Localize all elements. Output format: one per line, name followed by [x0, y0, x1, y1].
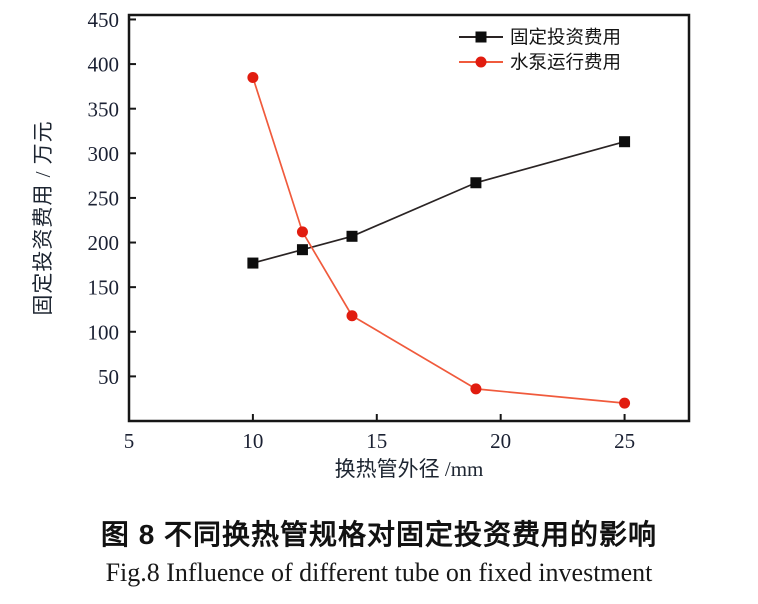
y-tick-label: 300	[88, 142, 120, 166]
data-point-marker	[475, 31, 487, 43]
y-tick-label: 450	[88, 8, 120, 32]
y-tick-label: 250	[88, 186, 120, 210]
data-point-marker	[475, 56, 487, 68]
data-point-marker	[470, 177, 482, 189]
data-point-marker	[296, 244, 308, 256]
plot-border	[127, 13, 691, 423]
x-tick-label: 5	[124, 429, 135, 453]
x-tick-label: 25	[614, 429, 635, 453]
y-tick-label: 100	[88, 320, 120, 344]
data-point-marker	[346, 310, 358, 322]
data-point-marker	[619, 136, 631, 148]
y-axis-title: 固定投资费用 / 万元	[31, 120, 55, 316]
data-point-marker	[296, 226, 308, 238]
y-tick-label: 150	[88, 276, 120, 300]
series-line	[252, 140, 625, 264]
data-point-marker	[619, 397, 631, 409]
chart-area: 5 10 15 20 25 50 100 150 200 250 300 350 400 450 固定投资费…	[31, 8, 691, 481]
figure-caption-english: Fig.8 Influence of different tube on fix…	[105, 558, 653, 587]
x-tick-label: 10	[242, 429, 263, 453]
x-axis-title: 换热管外径 /mm	[334, 457, 484, 481]
y-tick-label: 350	[88, 97, 120, 121]
data-point-marker	[470, 383, 482, 395]
y-tick-label: 400	[88, 53, 120, 77]
chart-svg: 5 10 15 20 25 50 100 150 200 250 300 350 400 450 固定投资费…	[88, 8, 691, 453]
legend-item-label: 固定投资费用	[510, 28, 621, 49]
data-point-marker	[346, 230, 358, 242]
data-point-marker	[247, 71, 259, 83]
legend-item-label: 水泵运行费用	[510, 53, 621, 74]
data-point-marker	[247, 257, 259, 269]
series-line	[252, 77, 625, 404]
y-tick-label: 50	[98, 365, 119, 389]
x-tick-label: 20	[490, 429, 511, 453]
figure-caption-chinese: 图 8 不同换热管规格对固定投资费用的影响	[100, 519, 658, 550]
x-tick-label: 15	[366, 429, 387, 453]
y-tick-label: 200	[88, 231, 120, 255]
